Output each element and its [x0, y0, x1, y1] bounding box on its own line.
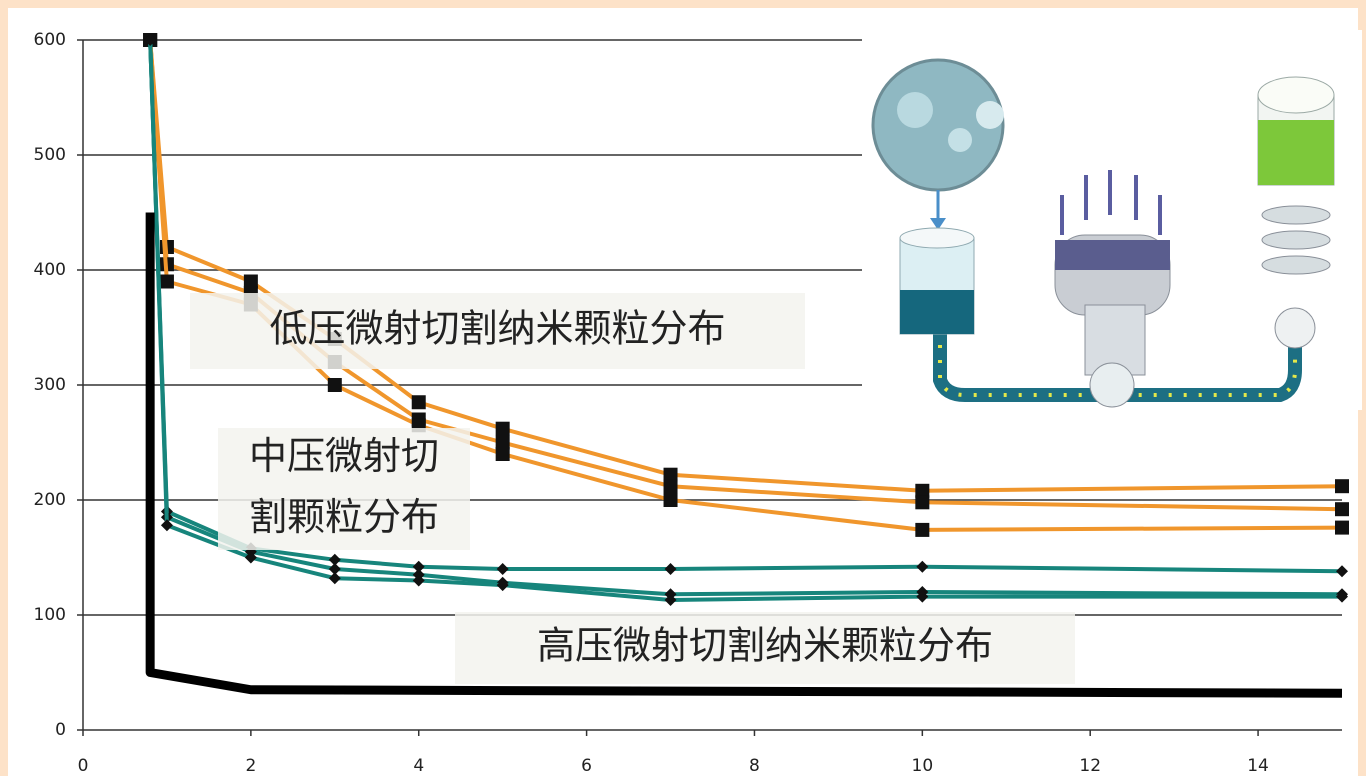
x-tick-label: 8	[749, 756, 760, 776]
marker	[159, 274, 174, 289]
arrow-head	[930, 218, 946, 230]
droplet	[948, 128, 972, 152]
y-tick-label: 500	[34, 145, 66, 165]
marker	[915, 483, 930, 498]
series-line	[145, 212, 1343, 698]
x-tick-label: 4	[413, 756, 424, 776]
collector-top	[1257, 76, 1335, 114]
x-tick-label: 6	[581, 756, 592, 776]
collector-liquid	[1258, 120, 1334, 185]
marker	[328, 563, 341, 575]
y-tick-label: 100	[34, 605, 66, 625]
x-tick-label: 14	[1247, 756, 1269, 776]
marker	[915, 522, 930, 537]
pressure-arrows	[1060, 170, 1162, 235]
marker	[916, 590, 929, 603]
y-tick-label: 400	[34, 260, 66, 280]
y-tick-label: 0	[55, 720, 66, 740]
annotation-text: 高压微射切割纳米颗粒分布	[537, 624, 993, 668]
marker	[1335, 520, 1349, 535]
annotation-text: 中压微射切	[249, 434, 439, 478]
marker	[495, 421, 510, 436]
pump-band	[1055, 240, 1170, 270]
annotation-text: 低压微射切割纳米颗粒分布	[269, 307, 725, 351]
marker	[915, 495, 930, 510]
x-tick-label: 10	[912, 756, 934, 776]
marker	[160, 519, 173, 532]
gauge	[1274, 307, 1316, 349]
marker	[243, 274, 258, 289]
grid: 0 100 200 300 400 500 600 0 2 4 6 8 10 12 14	[34, 30, 1342, 776]
marker	[412, 560, 425, 573]
y-tick-label: 600	[34, 30, 66, 50]
reservoir-liquid	[900, 290, 974, 334]
marker	[496, 579, 509, 592]
x-tick-label: 0	[78, 756, 89, 776]
marker	[663, 467, 678, 482]
annotation-background	[218, 428, 470, 550]
marker	[495, 447, 510, 461]
marker	[328, 553, 341, 566]
marker	[1335, 479, 1349, 494]
marker	[496, 563, 509, 575]
heat-exchanger	[1261, 205, 1331, 275]
x-tick-label: 12	[1079, 756, 1101, 776]
marker	[328, 572, 341, 585]
marker	[663, 493, 678, 507]
x-tick-label: 2	[245, 756, 256, 776]
marker	[411, 395, 426, 410]
marker	[916, 560, 929, 573]
reservoir-top	[899, 227, 975, 249]
process-illustration	[862, 30, 1362, 410]
marker	[1335, 502, 1349, 517]
marker	[495, 435, 510, 450]
droplet	[897, 92, 933, 128]
marker	[1336, 590, 1348, 603]
marker	[327, 378, 342, 392]
series-group	[143, 33, 1349, 698]
marker	[412, 574, 425, 587]
marker	[664, 594, 677, 607]
chamber	[1089, 362, 1135, 408]
annotation-background	[455, 612, 1075, 684]
marker	[1336, 565, 1348, 578]
annotation-text: 割颗粒分布	[249, 495, 439, 539]
annotation-background	[190, 293, 805, 369]
y-tick-label: 300	[34, 375, 66, 395]
y-tick-label: 200	[34, 490, 66, 510]
marker	[663, 479, 678, 494]
droplet	[976, 101, 1004, 129]
marker	[244, 551, 257, 564]
marker	[664, 563, 677, 575]
marker	[144, 34, 157, 46]
